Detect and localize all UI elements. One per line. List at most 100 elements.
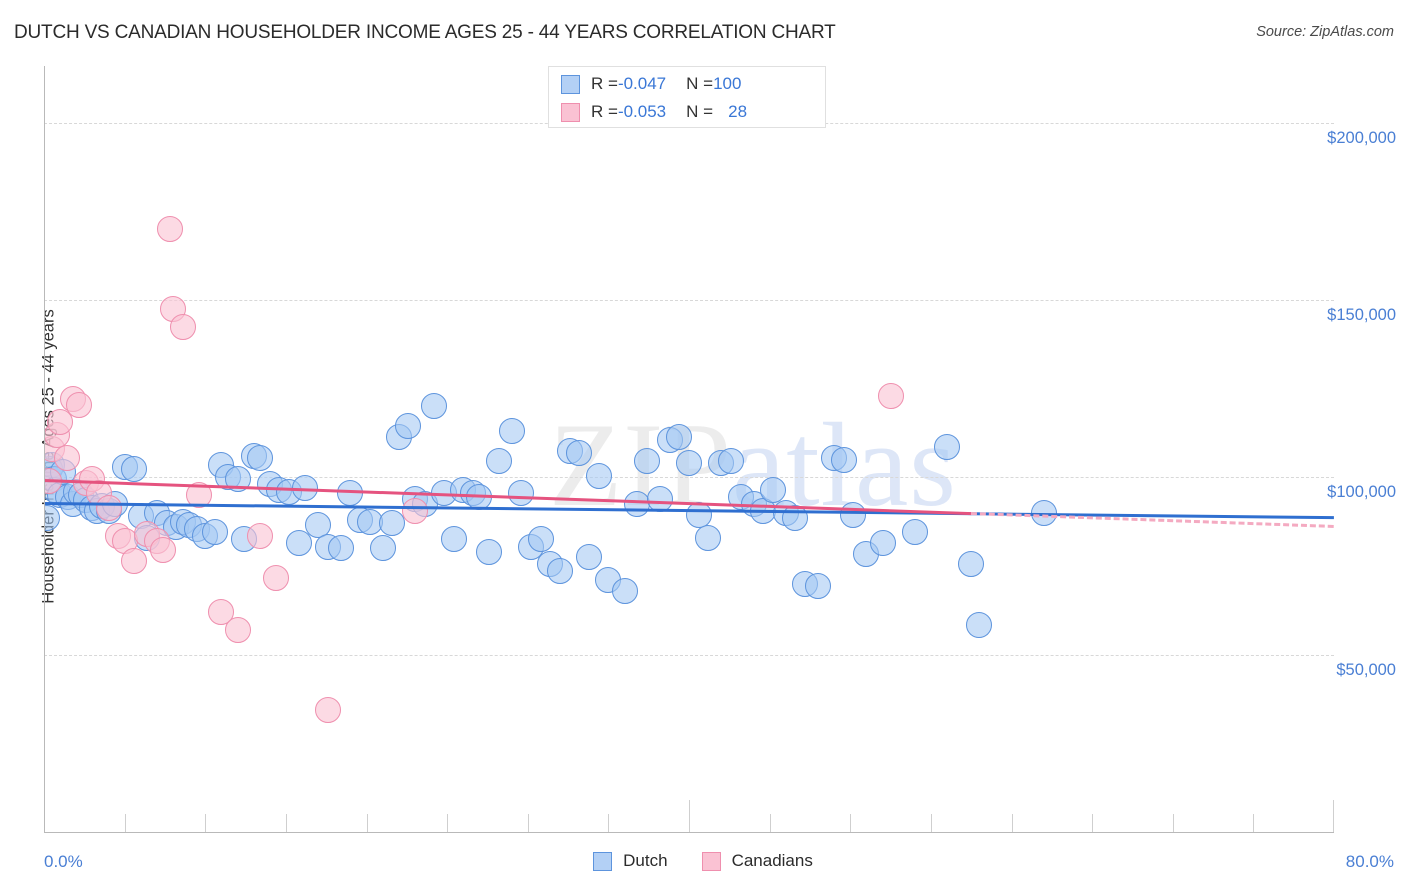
- scatter-point[interactable]: [958, 551, 985, 578]
- scatter-point[interactable]: [44, 505, 61, 532]
- scatter-point[interactable]: [566, 439, 593, 466]
- x-tick: [930, 814, 932, 832]
- correlation-legend: R = -0.047 N = 100 R = -0.053 N = 28: [548, 66, 826, 128]
- legend-n-label-canadians: N =: [686, 102, 714, 121]
- scatter-point[interactable]: [95, 494, 122, 521]
- scatter-point[interactable]: [508, 480, 535, 507]
- scatter-point[interactable]: [666, 423, 693, 450]
- scatter-point[interactable]: [169, 313, 196, 340]
- scatter-point[interactable]: [547, 558, 573, 585]
- scatter-point[interactable]: [285, 529, 312, 556]
- scatter-point[interactable]: [156, 216, 183, 243]
- x-tick: [1253, 814, 1255, 832]
- legend-n-label-dutch: N =: [686, 74, 714, 93]
- scatter-point[interactable]: [717, 448, 744, 475]
- scatter-point[interactable]: [901, 519, 928, 546]
- scatter-point[interactable]: [782, 505, 809, 532]
- y-tick-label: $150,000: [1327, 306, 1396, 325]
- scatter-point[interactable]: [611, 577, 638, 604]
- scatter-point[interactable]: [476, 538, 503, 565]
- x-tick: [366, 814, 368, 832]
- scatter-point[interactable]: [1030, 499, 1057, 526]
- x-tick: [1011, 814, 1013, 832]
- scatter-point[interactable]: [685, 501, 712, 528]
- x-axis-line: [44, 832, 1334, 833]
- scatter-point[interactable]: [337, 480, 364, 507]
- scatter-point[interactable]: [485, 448, 512, 475]
- data-layer: [44, 66, 1334, 832]
- scatter-point[interactable]: [185, 482, 212, 509]
- source-label: Source: ZipAtlas.com: [1256, 24, 1394, 40]
- scatter-point[interactable]: [421, 393, 448, 420]
- scatter-point[interactable]: [869, 529, 896, 556]
- scatter-point[interactable]: [314, 696, 341, 723]
- scatter-point[interactable]: [150, 537, 177, 564]
- x-tick: [608, 814, 610, 832]
- legend-row-canadians: R = -0.053 N = 28: [561, 99, 747, 125]
- scatter-point[interactable]: [624, 490, 651, 517]
- x-tick: [1172, 814, 1174, 832]
- scatter-point[interactable]: [121, 547, 148, 574]
- scatter-point[interactable]: [327, 535, 354, 562]
- scatter-point[interactable]: [498, 418, 525, 445]
- scatter-point[interactable]: [247, 444, 274, 471]
- scatter-point[interactable]: [830, 446, 857, 473]
- scatter-point[interactable]: [201, 519, 228, 546]
- scatter-point[interactable]: [646, 485, 673, 512]
- scatter-point[interactable]: [369, 535, 396, 562]
- y-tick-label: $100,000: [1327, 483, 1396, 502]
- gridline: [44, 300, 1334, 302]
- legend-row-dutch: R = -0.047 N = 100: [561, 71, 741, 97]
- scatter-point[interactable]: [877, 382, 904, 409]
- scatter-point[interactable]: [224, 616, 251, 643]
- x-axis-label-right: 80.0%: [1345, 852, 1394, 871]
- series-swatch-canadians-icon: [701, 851, 721, 871]
- scatter-point[interactable]: [395, 412, 422, 439]
- x-tick: [527, 814, 529, 832]
- x-tick: [689, 800, 690, 832]
- x-tick: [1092, 814, 1094, 832]
- gridline: [44, 477, 1334, 479]
- legend-n-value-canadians: 28: [728, 102, 748, 121]
- legend-r-value-dutch: -0.047: [617, 74, 667, 93]
- scatter-point[interactable]: [527, 526, 554, 553]
- scatter-point[interactable]: [247, 522, 274, 549]
- y-axis-line: [44, 66, 45, 832]
- scatter-point[interactable]: [576, 544, 603, 571]
- y-tick-label: $50,000: [1336, 660, 1396, 679]
- gridline: [44, 654, 1334, 656]
- scatter-point[interactable]: [805, 572, 831, 599]
- plot-area: ZIPatlas: [44, 66, 1334, 832]
- scatter-point[interactable]: [379, 510, 406, 537]
- x-tick: [205, 814, 207, 832]
- x-tick: [1333, 800, 1334, 832]
- scatter-point[interactable]: [759, 476, 786, 503]
- scatter-point[interactable]: [356, 508, 383, 535]
- scatter-point[interactable]: [840, 501, 867, 528]
- scatter-point[interactable]: [263, 565, 290, 592]
- scatter-point[interactable]: [224, 466, 251, 493]
- series-legend: Dutch Canadians: [0, 851, 1406, 871]
- series-swatch-dutch-icon: [593, 851, 613, 871]
- legend-r-label-dutch: R =: [591, 74, 618, 93]
- scatter-point[interactable]: [585, 462, 612, 489]
- scatter-point[interactable]: [966, 611, 993, 638]
- series-legend-item-canadians[interactable]: Canadians: [701, 851, 813, 871]
- scatter-point[interactable]: [695, 524, 722, 551]
- scatter-point[interactable]: [121, 455, 148, 482]
- scatter-point[interactable]: [440, 526, 467, 553]
- scatter-point[interactable]: [934, 434, 960, 461]
- scatter-point[interactable]: [676, 450, 702, 477]
- x-tick: [769, 814, 771, 832]
- y-tick-label: $200,000: [1327, 128, 1396, 147]
- legend-swatch-canadians-icon: [561, 102, 580, 122]
- scatter-point[interactable]: [66, 391, 93, 418]
- scatter-point[interactable]: [401, 498, 428, 525]
- x-tick: [124, 814, 126, 832]
- legend-r-label-canadians: R =: [591, 102, 618, 121]
- scatter-point[interactable]: [466, 483, 493, 510]
- scatter-point[interactable]: [634, 448, 661, 475]
- scatter-point[interactable]: [292, 475, 319, 501]
- scatter-point[interactable]: [53, 444, 80, 471]
- series-legend-item-dutch[interactable]: Dutch: [593, 851, 668, 871]
